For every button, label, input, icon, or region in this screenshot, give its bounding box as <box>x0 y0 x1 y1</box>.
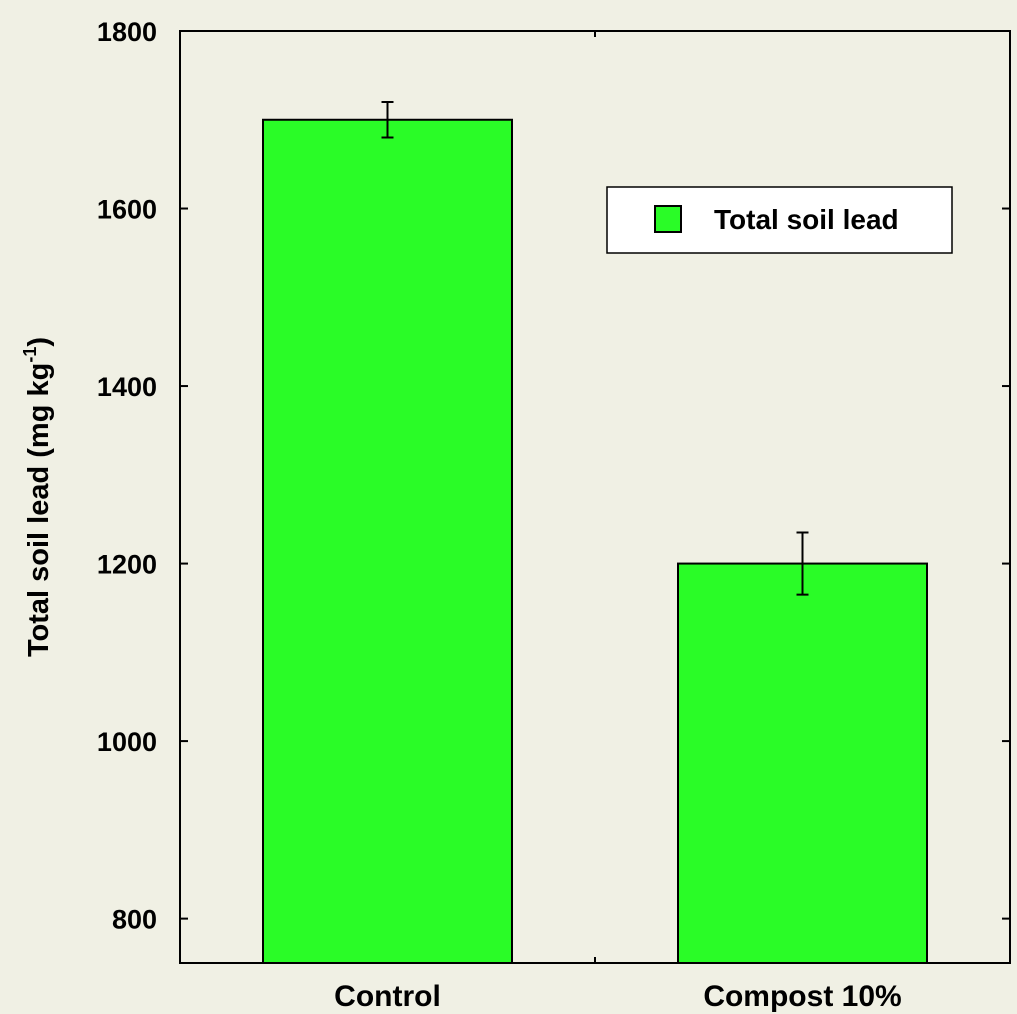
y-tick-label-0: 800 <box>112 905 157 935</box>
bar-0 <box>262 118 513 964</box>
legend: Total soil lead <box>606 186 953 254</box>
x-tick-label-0: Control <box>334 980 441 1013</box>
bars <box>262 118 928 964</box>
y-tick-label-1: 1000 <box>97 727 157 757</box>
y-tick-label-5: 1800 <box>97 17 157 47</box>
legend-label: Total soil lead <box>714 204 899 235</box>
y-tick-label-3: 1400 <box>97 372 157 402</box>
y-axis-title: Total soil lead (mg kg-1) <box>20 337 55 657</box>
error-bars <box>381 101 809 596</box>
y-tick-label-4: 1600 <box>97 195 157 225</box>
y-axis-ticks: 800 1000 1200 1400 1600 1800 <box>97 17 1010 935</box>
y-axis-title-superscript: -1 <box>20 347 40 363</box>
y-axis-title-close: ) <box>23 337 55 347</box>
legend-swatch <box>654 205 682 233</box>
x-tick-label-1: Compost 10% <box>703 980 901 1013</box>
bar-1 <box>677 562 928 964</box>
y-tick-label-2: 1200 <box>97 550 157 580</box>
y-axis-title-main: Total soil lead (mg kg <box>23 363 55 657</box>
x-axis-ticks: Control Compost 10% <box>334 31 902 1013</box>
